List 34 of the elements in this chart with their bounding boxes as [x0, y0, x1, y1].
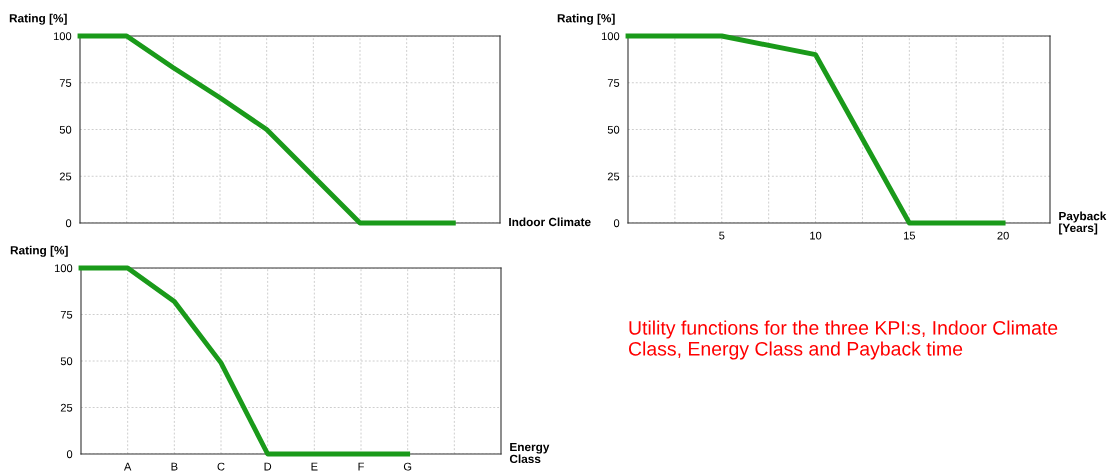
y-tick-label: 0 — [66, 450, 73, 459]
line-series — [77, 33, 456, 226]
y-axis-title: Rating [%] — [10, 245, 68, 257]
y-tick-label: 25 — [607, 172, 620, 181]
y-tick-label: 50 — [607, 125, 620, 134]
y-tick-label: 25 — [60, 403, 73, 412]
x-axis-title: Payback [Years] — [1059, 211, 1107, 235]
y-tick-label: 50 — [60, 357, 73, 366]
text: Utility functions for the three KPI:s, Indoor Climate Class, Energy Class and Payback time — [628, 320, 1058, 360]
y-tick-label: 25 — [59, 172, 72, 181]
y-tick-label: 0 — [613, 219, 620, 228]
x-tick-label: 15 — [904, 231, 916, 240]
y-tick-label: 0 — [65, 219, 72, 228]
y-tick-label: 75 — [59, 79, 72, 87]
x-axis-title: Indoor Climate — [509, 217, 591, 227]
y-tick-label: 75 — [607, 79, 620, 87]
y-axis-title: Rating [%] — [9, 13, 67, 25]
y-tick-label: 75 — [60, 310, 73, 319]
x-axis-title: Energy Class — [509, 442, 550, 464]
x-tick-label: F — [358, 462, 364, 471]
y-axis-title: Rating [%] — [557, 13, 615, 25]
x-tick-label: G — [403, 462, 412, 471]
x-tick-label: B — [171, 462, 178, 471]
y-tick-label: 100 — [601, 32, 620, 41]
x-tick-label: E — [311, 462, 318, 471]
x-tick-label: D — [264, 462, 272, 471]
y-tick-label: 100 — [54, 264, 73, 273]
y-tick-label: 100 — [53, 32, 72, 41]
x-tick-label: C — [217, 462, 225, 471]
x-tick-label: A — [123, 462, 132, 471]
x-tick-label: 20 — [997, 231, 1009, 240]
x-tick-label: 10 — [810, 231, 822, 240]
x-tick-label: 5 — [719, 231, 725, 240]
y-tick-label: 50 — [59, 125, 72, 134]
